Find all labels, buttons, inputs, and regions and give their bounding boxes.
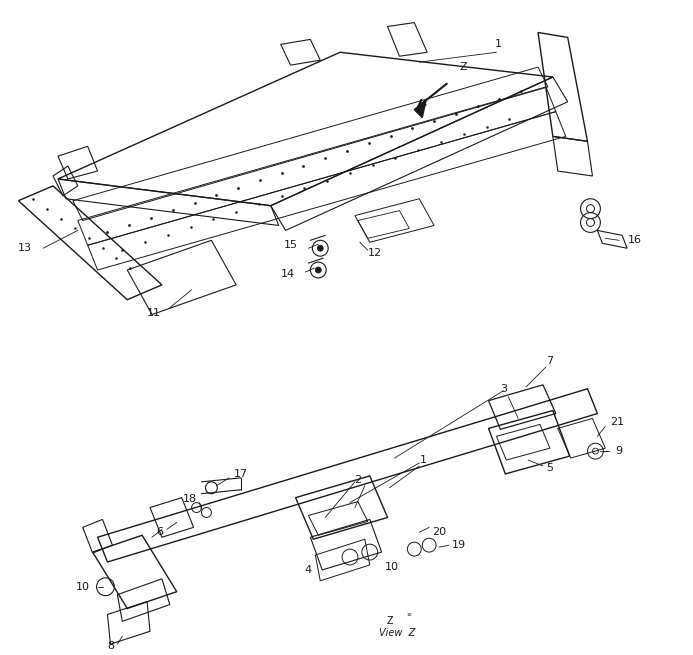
Text: Z: Z [460,62,468,72]
Text: 2: 2 [354,475,362,485]
Text: 14: 14 [281,269,295,279]
Text: 3: 3 [500,384,507,394]
Text: View  Z: View Z [379,628,416,638]
Text: 4: 4 [305,565,312,575]
Text: 1: 1 [495,39,502,49]
Text: 15: 15 [283,240,297,250]
Polygon shape [414,100,426,118]
Text: 10: 10 [76,582,89,591]
Text: 8: 8 [107,641,114,651]
Text: 13: 13 [18,243,33,253]
Text: 7: 7 [546,356,554,366]
Text: 19: 19 [452,540,466,550]
Text: 11: 11 [147,308,161,318]
Text: 18: 18 [182,494,197,504]
Text: 20: 20 [432,527,446,537]
Text: 21: 21 [610,417,624,428]
Circle shape [315,267,322,273]
Text: 5: 5 [546,463,554,473]
Text: 17: 17 [234,469,248,479]
Circle shape [317,245,323,252]
Text: 1: 1 [420,455,427,465]
Text: Z: Z [386,616,393,626]
Text: 10: 10 [385,562,398,572]
Text: 6: 6 [157,527,164,537]
Text: 9: 9 [615,446,623,456]
Text: 12: 12 [368,248,382,258]
Text: ¹⁰: ¹⁰ [407,614,412,620]
Text: 16: 16 [628,235,642,246]
